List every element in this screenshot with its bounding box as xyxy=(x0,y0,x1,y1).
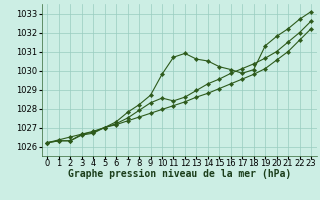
X-axis label: Graphe pression niveau de la mer (hPa): Graphe pression niveau de la mer (hPa) xyxy=(68,169,291,179)
